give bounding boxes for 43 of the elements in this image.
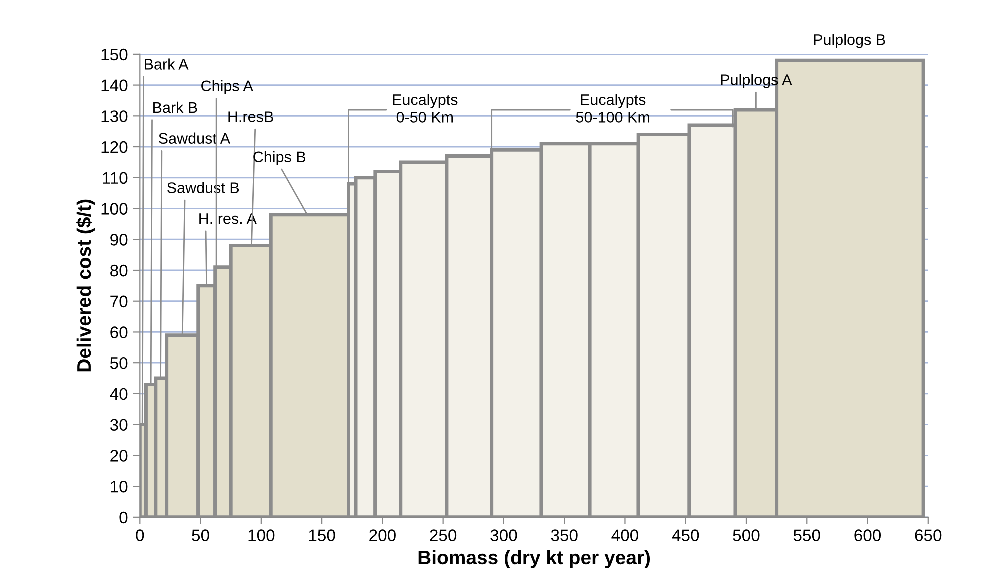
y-tick-label: 140: [102, 80, 128, 92]
y-tick-label: 50: [110, 357, 128, 370]
annotation: Bark A: [145, 58, 189, 70]
y-tick-label: 60: [110, 326, 128, 338]
y-tick-label: 10: [111, 480, 128, 493]
annotation: Bark B: [154, 102, 198, 114]
annotation: Pulplogs A: [721, 74, 792, 88]
x-tick-label: 0: [136, 530, 144, 542]
y-tick-label: 20: [110, 450, 128, 462]
x-tick-label: 600: [854, 530, 882, 542]
y-tick-label: 120: [102, 141, 128, 154]
x-axis-title: Biomass (dry kt per year): [418, 550, 650, 568]
annotation: Pulplogs B: [814, 34, 886, 48]
y-tick-label: 70: [110, 296, 128, 308]
x-tick-label: 450: [672, 530, 700, 542]
x-tick-label: 200: [370, 530, 396, 542]
y-tick-label: 130: [102, 110, 128, 122]
annotation: Chips A: [202, 80, 254, 95]
annotation: Eucalypts 50-100 Km: [576, 94, 650, 123]
x-tick-label: 250: [430, 530, 457, 542]
x-tick-label: 350: [551, 530, 578, 542]
y-tick-label: 90: [110, 234, 128, 246]
annotation: Chips B: [254, 151, 306, 166]
y-tick-label: 40: [110, 388, 128, 400]
y-axis-title: Delivered cost ($/t): [76, 200, 95, 372]
y-tick-label: 30: [110, 419, 128, 432]
x-tick-label: 550: [794, 530, 820, 542]
y-tick-label: 110: [103, 172, 128, 184]
x-tick-label: 650: [915, 530, 942, 542]
x-tick-label: 150: [309, 530, 336, 542]
annotation: Sawdust B: [168, 182, 240, 194]
x-tick-label: 100: [248, 530, 275, 542]
x-tick-label: 500: [733, 530, 760, 542]
annotation: Sawdust A: [159, 132, 231, 144]
y-tick-label: 100: [102, 203, 128, 215]
annotation: H.resB: [228, 112, 274, 122]
y-tick-label: 150: [102, 48, 128, 61]
annotation: Eucalypts 0-50 Km: [393, 94, 458, 123]
y-tick-label: 80: [110, 264, 128, 277]
y-tick-label: 0: [120, 512, 128, 524]
x-tick-label: 300: [490, 530, 518, 542]
x-tick-label: 50: [192, 530, 210, 542]
x-tick-label: 400: [612, 530, 638, 542]
